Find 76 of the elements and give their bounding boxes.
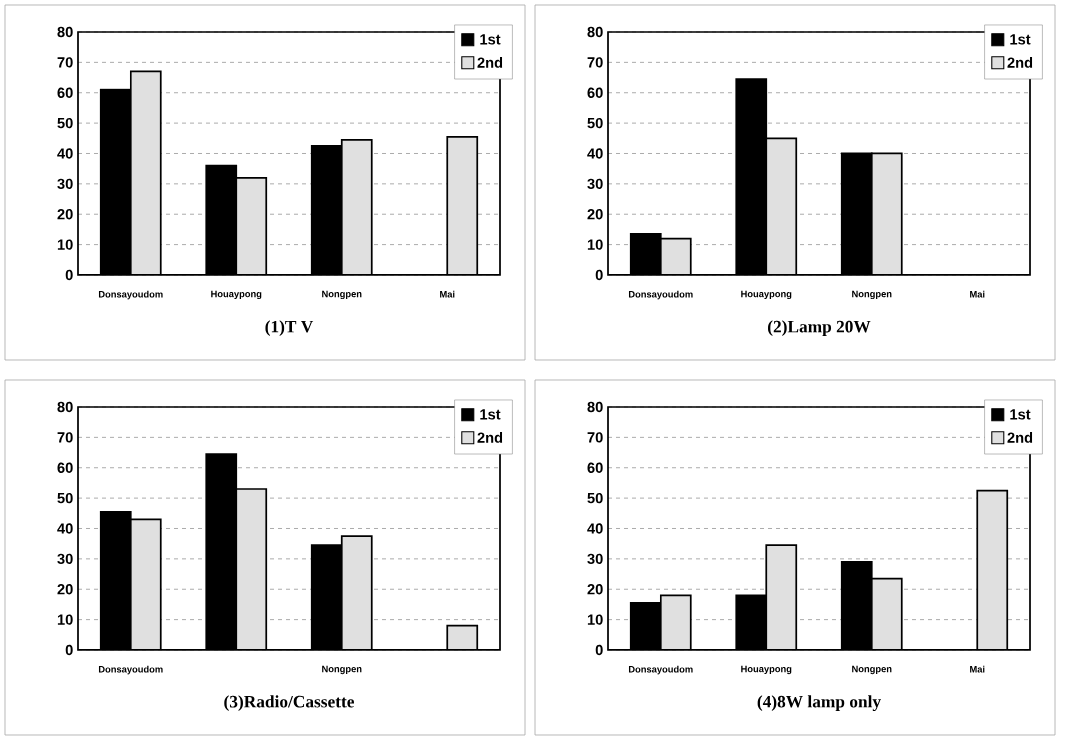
y-tick-label: 70 — [587, 57, 603, 68]
legend-label: 2nd — [477, 432, 503, 443]
y-tick-label: 80 — [587, 401, 603, 413]
bar — [340, 535, 373, 650]
y-tick-label: 50 — [587, 117, 603, 129]
x-tick-label: Nongpen — [322, 290, 362, 300]
y-tick-label: 10 — [587, 614, 603, 625]
y-tick-label: 10 — [587, 239, 603, 250]
text: (4)8W lamp only — [757, 695, 881, 712]
y-tick-label: 60 — [57, 87, 73, 98]
y-tick-label: 20 — [587, 584, 603, 595]
y-tick-label: 0 — [595, 644, 603, 656]
x-tick-label: Mai — [970, 665, 985, 673]
y-tick-label: 30 — [57, 178, 73, 190]
x-tick-label: Nongpen — [852, 665, 892, 675]
x-tick-label: Donsayoudom — [98, 665, 163, 675]
y-tick-label: 60 — [587, 462, 603, 473]
x-tick-label: Nongpen — [852, 290, 892, 300]
bar — [765, 137, 798, 275]
y-tick-label: 40 — [587, 148, 603, 159]
y-tick-label: 60 — [587, 87, 603, 98]
bar — [129, 518, 162, 650]
bar — [340, 138, 373, 275]
y-tick-label: 70 — [587, 432, 603, 443]
y-tick-label: 50 — [587, 492, 603, 504]
text: (1)T V — [265, 320, 314, 336]
bar — [129, 70, 162, 275]
y-tick-label: 60 — [57, 462, 73, 473]
bar — [765, 544, 798, 650]
bar — [870, 577, 903, 650]
y-tick-label: 70 — [57, 57, 73, 68]
x-tick-label: Nongpen — [322, 665, 362, 675]
y-tick-label: 10 — [57, 239, 73, 250]
y-tick-label: 40 — [57, 523, 73, 534]
legend-label: 2nd — [1007, 432, 1033, 443]
x-tick-label: Donsayoudom — [628, 290, 693, 300]
bar — [870, 152, 903, 275]
bar — [976, 489, 1009, 650]
y-tick-label: 30 — [587, 553, 603, 565]
x-tick-label: Houaypong — [211, 290, 262, 300]
y-tick-label: 40 — [587, 523, 603, 534]
y-tick-label: 70 — [57, 432, 73, 443]
y-tick-label: 20 — [57, 209, 73, 220]
bar — [235, 488, 268, 650]
legend-label: 1st — [480, 34, 501, 45]
bar — [659, 237, 692, 275]
x-tick-label: Houaypong — [741, 665, 792, 675]
y-tick-label: 80 — [57, 26, 73, 38]
y-tick-label: 0 — [65, 269, 73, 281]
x-tick-label: Donsayoudom — [98, 290, 163, 300]
x-tick-label: Mai — [970, 290, 985, 298]
y-tick-label: 20 — [57, 584, 73, 595]
y-tick-label: 0 — [595, 269, 603, 281]
legend-label: 1st — [1010, 34, 1031, 45]
y-tick-label: 80 — [57, 401, 73, 413]
y-tick-label: 30 — [57, 553, 73, 565]
legend-label: 1st — [480, 409, 501, 420]
text: (3)Radio/Cassette — [224, 695, 355, 711]
legend-label: 1st — [1010, 409, 1031, 420]
x-tick-label: Donsayoudom — [628, 665, 693, 675]
y-tick-label: 10 — [57, 614, 73, 625]
bar — [446, 135, 479, 275]
bar — [659, 594, 692, 650]
legend-label: 2nd — [477, 57, 503, 68]
y-tick-label: 80 — [587, 26, 603, 38]
y-tick-label: 30 — [587, 178, 603, 190]
y-tick-label: 50 — [57, 492, 73, 504]
text: (2)Lamp 20W — [768, 320, 871, 336]
legend-label: 2nd — [1007, 57, 1033, 68]
y-tick-label: 20 — [587, 209, 603, 220]
y-tick-label: 0 — [65, 644, 73, 656]
x-tick-label: Houaypong — [741, 290, 792, 300]
bar — [235, 176, 268, 275]
y-tick-label: 50 — [57, 117, 73, 129]
x-tick-label: Mai — [440, 290, 455, 298]
y-tick-label: 40 — [57, 148, 73, 159]
